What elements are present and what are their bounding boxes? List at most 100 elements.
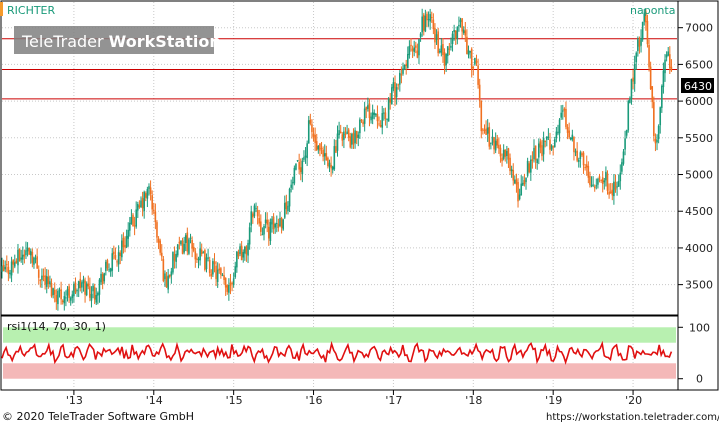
candle-body xyxy=(319,143,321,151)
candle-body xyxy=(641,21,644,40)
candle-body xyxy=(648,44,650,68)
candle-body xyxy=(592,184,594,186)
candle-body xyxy=(394,82,396,99)
candle-body xyxy=(1,266,3,272)
candle-body xyxy=(411,48,414,51)
candle-body xyxy=(314,134,316,143)
candle-body xyxy=(304,155,307,158)
candle-body xyxy=(105,261,107,271)
candle-body xyxy=(60,289,62,300)
candle-body xyxy=(341,134,344,141)
candle-body xyxy=(42,275,45,277)
candle-body xyxy=(322,149,324,157)
x-tick-label: '16 xyxy=(306,394,323,407)
candle-body xyxy=(414,45,417,48)
candle-body xyxy=(204,250,206,270)
candle-body xyxy=(443,52,446,67)
candle-body xyxy=(402,68,404,74)
candle-body xyxy=(616,186,618,188)
footer-url[interactable]: https://workstation.teletrader.com/ xyxy=(546,412,719,423)
candle-body xyxy=(327,157,329,167)
candle-body xyxy=(288,188,291,207)
candle-body xyxy=(517,182,519,202)
candle-body xyxy=(589,175,591,185)
candle-body xyxy=(132,214,134,227)
candle-body xyxy=(26,247,29,252)
candle-body xyxy=(584,167,586,169)
candles xyxy=(1,8,673,311)
candle-body xyxy=(68,286,70,298)
candle-body xyxy=(405,63,408,67)
candle-body xyxy=(29,250,32,256)
candle-body xyxy=(205,257,208,270)
candle-body xyxy=(10,261,13,276)
candle-body xyxy=(576,150,578,161)
candle-body xyxy=(491,136,494,143)
candle-body xyxy=(430,17,433,19)
candle-body xyxy=(561,110,564,112)
candle-body xyxy=(100,273,102,283)
candle-body xyxy=(638,40,641,47)
candle-body xyxy=(180,241,182,245)
x-tick-label: '17 xyxy=(385,394,402,407)
candle-body xyxy=(240,245,243,261)
candle-body xyxy=(9,272,11,275)
candle-body xyxy=(558,119,561,134)
candle-body xyxy=(533,147,535,160)
candle-body xyxy=(160,252,163,257)
candle-body xyxy=(649,66,652,90)
y-tick-label: 4000 xyxy=(685,242,713,255)
candle-body xyxy=(303,157,305,160)
candle-body xyxy=(453,29,455,33)
candle-body xyxy=(478,84,481,101)
candle-body xyxy=(208,259,211,274)
candle-body xyxy=(640,38,642,46)
candle-body xyxy=(343,131,345,140)
candle-body xyxy=(323,153,326,157)
candle-body xyxy=(247,243,249,256)
candle-body xyxy=(98,279,101,295)
candle-body xyxy=(347,129,350,138)
candle-body xyxy=(236,251,238,268)
candle-body xyxy=(613,181,615,197)
candle-body xyxy=(442,44,444,55)
candle-body xyxy=(244,246,246,254)
candle-body xyxy=(448,48,451,50)
candle-body xyxy=(215,265,217,280)
candle-body xyxy=(477,65,479,85)
candle-body xyxy=(530,159,532,173)
candle-body xyxy=(285,201,288,210)
candle-body xyxy=(510,169,513,172)
candle-body xyxy=(130,217,133,224)
candle-body xyxy=(231,282,233,284)
y-tick-label: 5500 xyxy=(685,132,713,145)
candle-body xyxy=(526,160,529,176)
candle-body xyxy=(598,176,601,180)
candle-body xyxy=(207,257,209,259)
candle-body xyxy=(266,219,269,225)
candle-body xyxy=(472,67,475,69)
candle-body xyxy=(486,127,489,134)
candle-body xyxy=(657,125,660,140)
candle-body xyxy=(375,113,377,116)
candle-body xyxy=(656,139,658,143)
candle-body xyxy=(173,254,176,261)
candle-body xyxy=(515,179,518,185)
candle-body xyxy=(539,141,542,148)
candle-body xyxy=(151,195,153,210)
candle-body xyxy=(296,160,299,162)
candle-body xyxy=(71,294,74,299)
candle-body xyxy=(275,222,278,224)
candle-body xyxy=(429,14,431,22)
candle-body xyxy=(621,162,623,172)
candle-body xyxy=(367,105,369,109)
candle-body xyxy=(509,157,511,172)
candle-body xyxy=(653,102,655,137)
candle-body xyxy=(669,54,671,69)
candle-body xyxy=(138,205,141,208)
candle-body xyxy=(306,143,308,159)
candle-body xyxy=(470,48,473,69)
candle-body xyxy=(21,254,24,260)
candle-body xyxy=(36,256,38,269)
